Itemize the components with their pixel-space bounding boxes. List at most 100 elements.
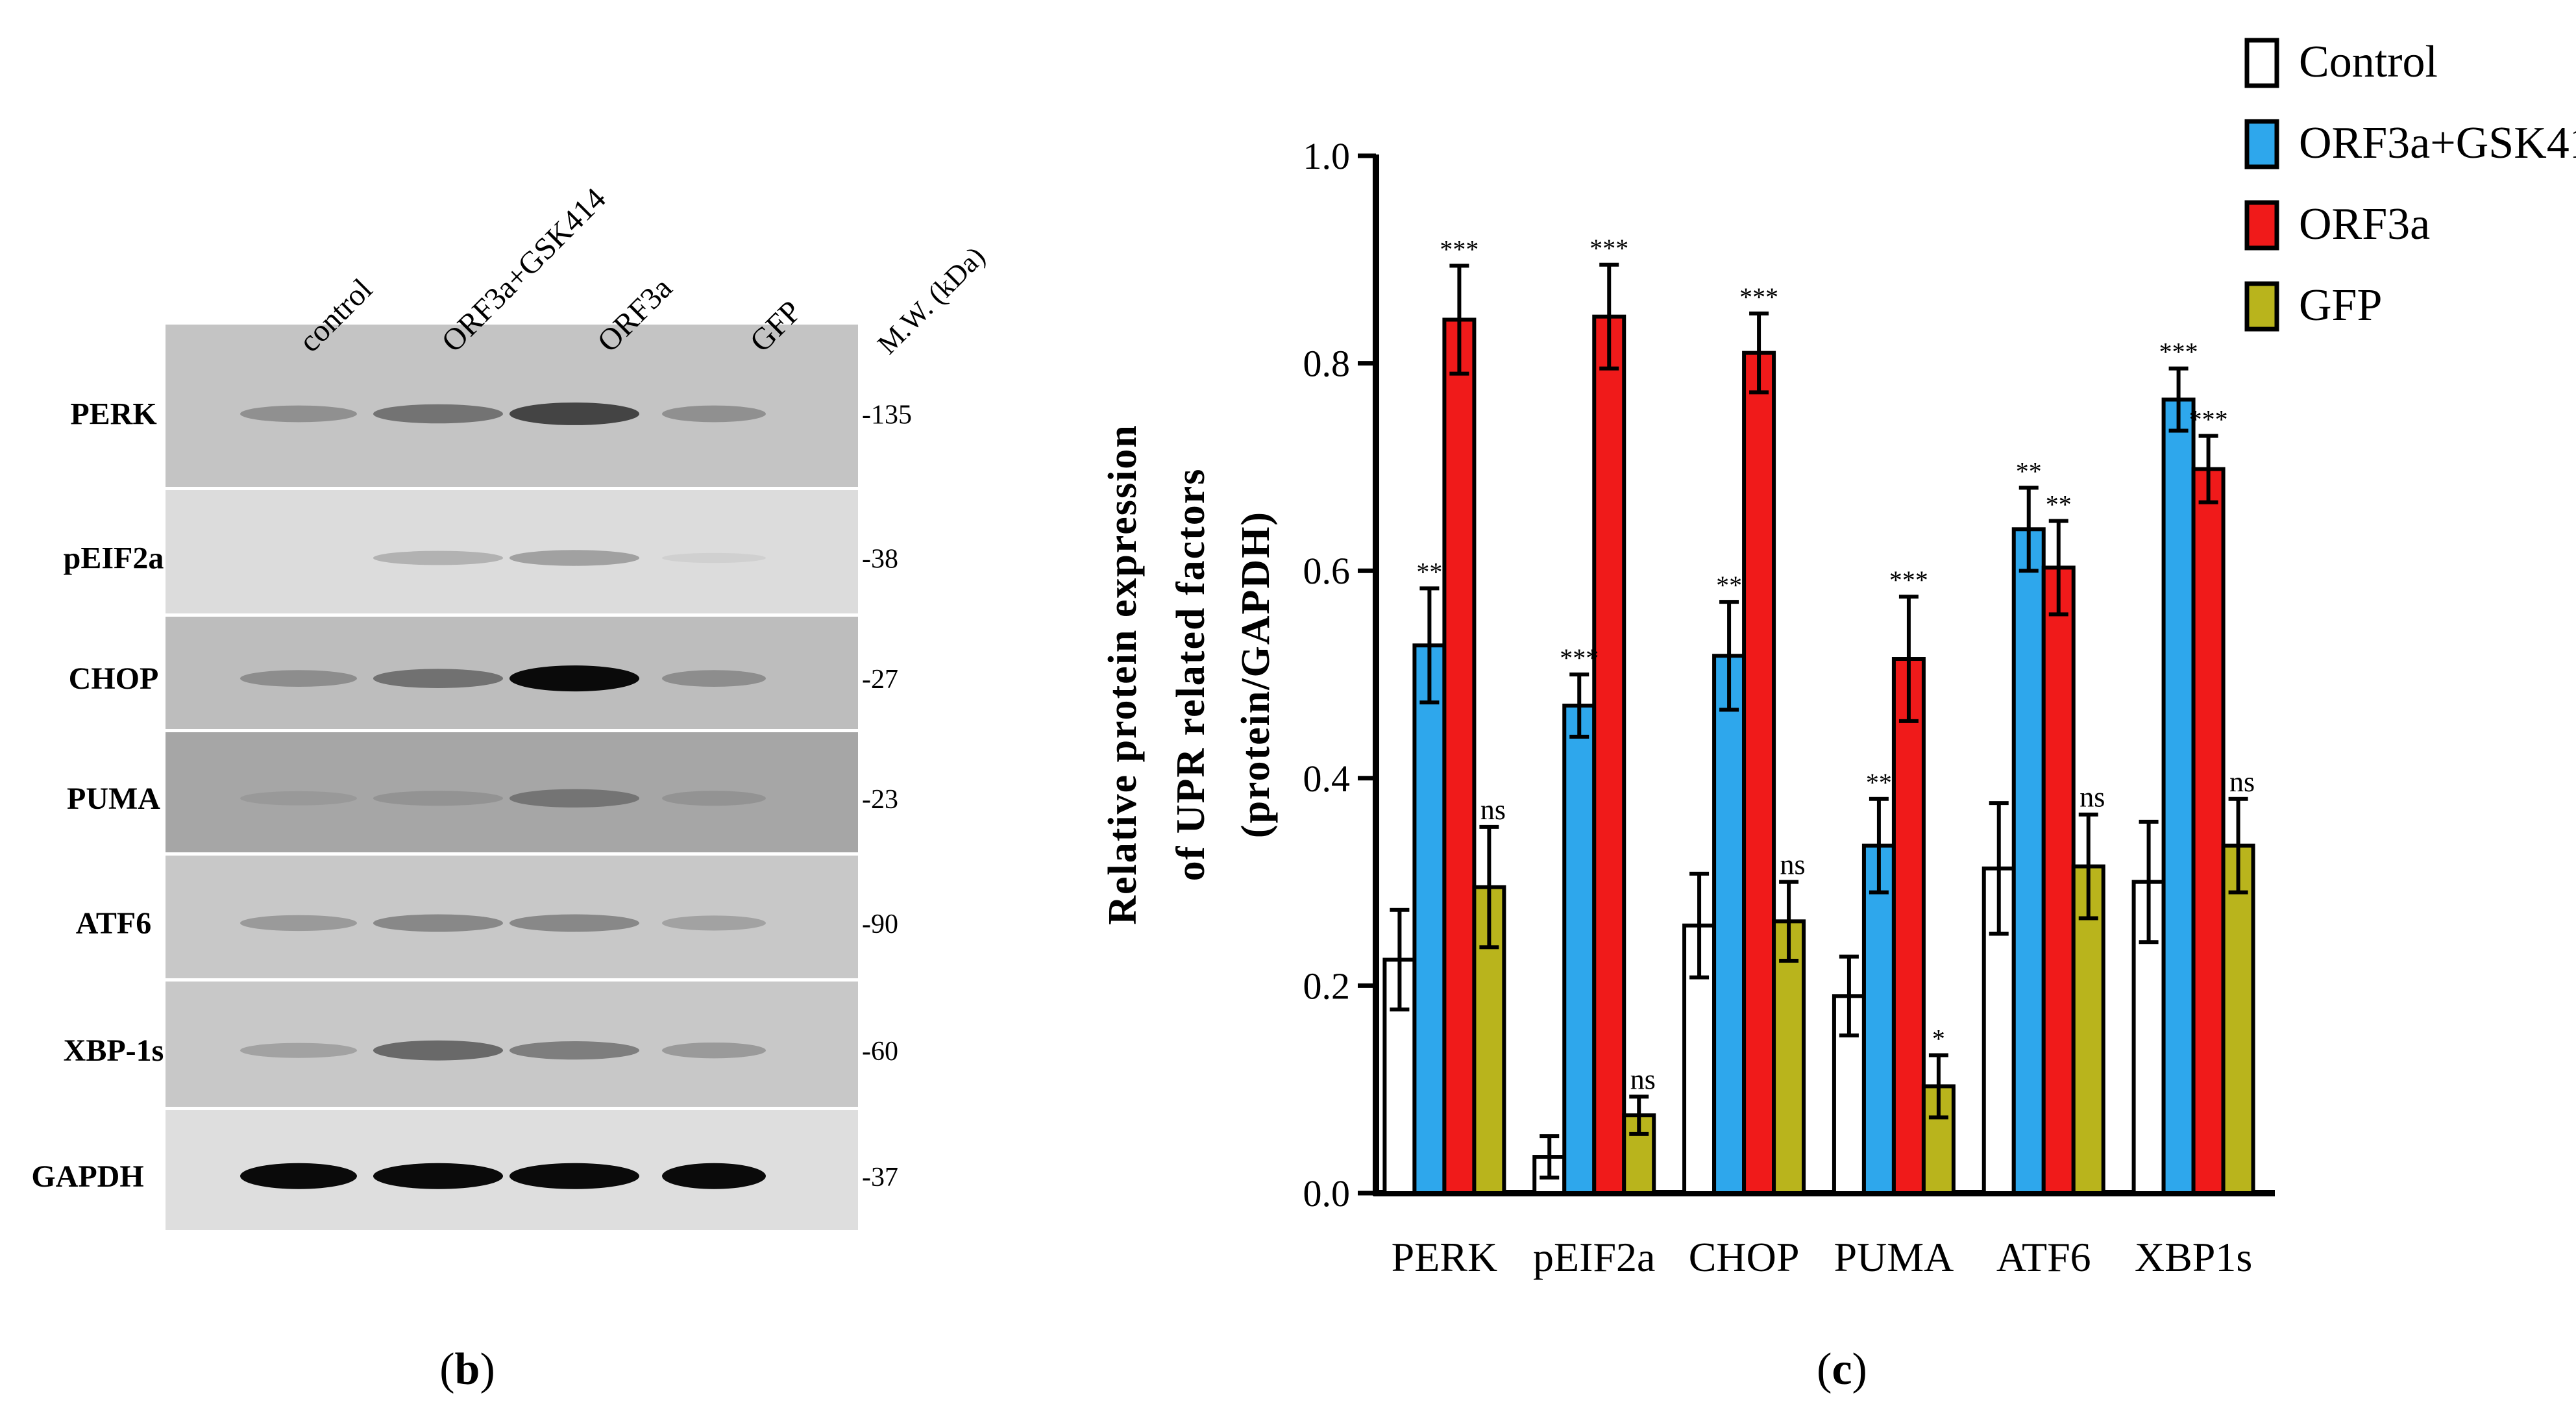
blot-band — [509, 914, 639, 932]
significance-labels: *****ns******ns*****ns**********ns******… — [1416, 234, 2255, 1096]
bar — [2191, 467, 2226, 1196]
panel-b-label: (b) — [439, 1344, 495, 1394]
blot-band — [240, 1043, 357, 1058]
bar — [1861, 843, 1896, 1196]
blot-band — [373, 669, 503, 688]
bar — [1742, 351, 1776, 1195]
chart-legend: Control ORF3a+GSK414 ORF3a GFP — [2244, 37, 2576, 332]
bar — [2221, 843, 2255, 1196]
blot-band — [240, 670, 357, 687]
blot-band — [509, 665, 639, 692]
chart-axes: 0.0 0.2 0.4 0.6 0.8 1.0 — [1303, 135, 2275, 1215]
blot-band — [373, 1040, 503, 1061]
blot-band — [240, 915, 357, 932]
significance-label: ** — [2016, 456, 2042, 486]
blot-mw-label: -27 — [862, 665, 898, 695]
significance-label: *** — [1739, 282, 1778, 312]
blot-rows — [166, 325, 858, 1230]
y-tick-label: 0.2 — [1303, 965, 1351, 1007]
significance-label: ns — [1480, 794, 1506, 826]
blot-mw-label: -60 — [862, 1037, 898, 1067]
mw-header: M.W. (kDa) — [871, 240, 991, 360]
legend-swatch — [2244, 200, 2279, 251]
blot-row-label: ATF6 — [76, 906, 151, 941]
significance-label: ns — [1630, 1063, 1656, 1095]
blot-band — [662, 791, 766, 806]
significance-label: *** — [1889, 565, 1928, 595]
blot-band — [509, 550, 639, 566]
y-tick-label: 0.6 — [1303, 550, 1351, 592]
blot-band — [240, 1163, 357, 1189]
significance-label: ** — [2046, 489, 2072, 519]
error-bars — [1390, 262, 2248, 1180]
blot-mw-label: -135 — [862, 401, 912, 430]
blot-row-label: pEIF2a — [64, 541, 164, 576]
significance-label: *** — [2189, 404, 2228, 434]
blot-band — [373, 550, 503, 565]
y-axis-label-line: (protein/GAPDH) — [1234, 511, 1278, 838]
x-tick-label: CHOP — [1689, 1234, 1800, 1280]
blot-row-labels: PERK pEIF2a CHOP PUMA ATF6 XBP-1s GAPDH — [31, 397, 164, 1194]
blot-strip — [166, 325, 858, 487]
bar-series — [1382, 314, 2255, 1196]
blot-band — [373, 914, 503, 932]
x-tick-label: pEIF2a — [1533, 1234, 1655, 1280]
blot-band — [662, 915, 766, 931]
y-tick-label: 0.0 — [1303, 1172, 1351, 1215]
legend-label: GFP — [2299, 280, 2382, 330]
blot-row-label: PUMA — [67, 782, 160, 816]
legend-swatch — [2244, 119, 2279, 169]
blot-band — [662, 405, 766, 423]
blot-mw-label: -23 — [862, 785, 898, 815]
bar — [1442, 317, 1477, 1195]
significance-label: *** — [1589, 234, 1628, 263]
significance-label: * — [1932, 1024, 1945, 1053]
bar — [2041, 565, 2076, 1195]
blot-row-label: GAPDH — [31, 1159, 143, 1194]
legend-label: ORF3a — [2299, 199, 2430, 249]
blot-band — [509, 1041, 639, 1060]
x-tick-label: PERK — [1392, 1234, 1498, 1280]
y-tick-label: 1.0 — [1303, 135, 1351, 177]
blot-band — [662, 670, 766, 687]
bar — [1412, 643, 1447, 1195]
y-axis-label: Relative protein expression of UPR relate… — [1101, 424, 1278, 925]
x-tick-label: XBP1s — [2135, 1234, 2252, 1280]
western-blot-panel: PERK pEIF2a CHOP PUMA ATF6 XBP-1s GAPDH -135 -3… — [31, 181, 991, 1394]
blot-band — [509, 402, 639, 425]
blot-band — [509, 1163, 639, 1189]
blot-band — [373, 404, 503, 424]
significance-label: *** — [1560, 643, 1599, 673]
y-tick-label: 0.8 — [1303, 343, 1351, 385]
blot-band — [662, 1163, 766, 1189]
blot-band — [240, 405, 357, 423]
blot-band — [240, 791, 357, 806]
blot-mw-label: -37 — [862, 1163, 898, 1192]
legend-swatch — [2244, 281, 2279, 332]
blot-row-label: PERK — [70, 397, 156, 432]
blot-mw-label: -38 — [862, 545, 898, 574]
x-tick-labels: PERK pEIF2a CHOP PUMA ATF6 XBP1s — [1392, 1234, 2253, 1280]
significance-label: ns — [2229, 766, 2255, 798]
y-axis-label-line: Relative protein expression — [1101, 424, 1145, 925]
blot-band — [662, 552, 766, 563]
bar — [1712, 654, 1747, 1195]
blot-band — [509, 789, 639, 808]
blot-band — [662, 1042, 766, 1059]
blot-band — [373, 1163, 503, 1189]
legend-label: Control — [2299, 37, 2438, 87]
blot-row-label: CHOP — [69, 661, 159, 696]
significance-label: *** — [1440, 234, 1478, 264]
bar — [1562, 703, 1597, 1195]
bar — [2161, 397, 2196, 1195]
blot-mw-label: -90 — [862, 909, 898, 939]
legend-label: ORF3a+GSK414 — [2299, 118, 2576, 168]
bar — [1891, 657, 1926, 1195]
blot-row-label: XBP-1s — [64, 1033, 164, 1068]
significance-label: *** — [2159, 338, 2198, 367]
y-tick-label: 0.4 — [1303, 758, 1351, 800]
legend-swatch — [2244, 38, 2279, 88]
blot-strip — [166, 490, 858, 613]
